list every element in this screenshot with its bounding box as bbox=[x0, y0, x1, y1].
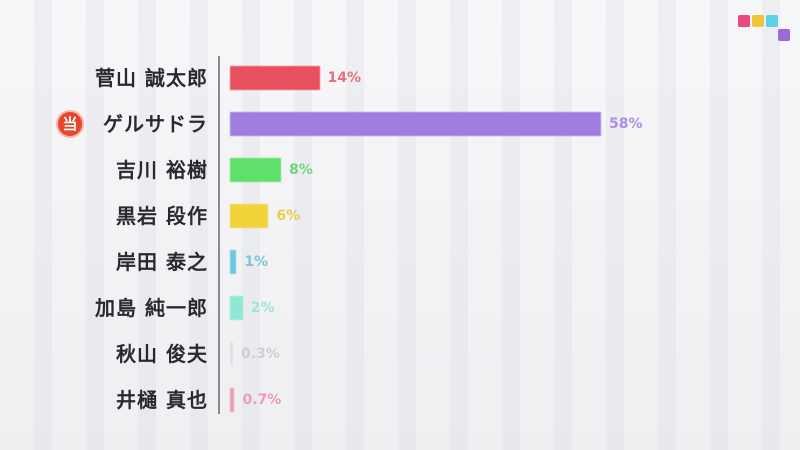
logo-square-cyan bbox=[766, 15, 778, 27]
bar-row: 菅山 誠太郎 14% bbox=[0, 58, 800, 98]
winner-badge: 当 bbox=[56, 110, 84, 138]
value-label: 2% bbox=[250, 300, 275, 316]
bar bbox=[230, 204, 269, 228]
channel-logo bbox=[738, 15, 790, 51]
bar-row: 黒岩 段作 6% bbox=[0, 196, 800, 236]
bar-row: 加島 純一郎 2% bbox=[0, 288, 800, 328]
candidate-name: 加島 純一郎 bbox=[95, 296, 208, 320]
value-label: 0.3% bbox=[241, 346, 280, 362]
bar bbox=[230, 66, 320, 90]
bar-row: ゲルサドラ当 58% bbox=[0, 104, 800, 144]
bar bbox=[230, 250, 237, 274]
candidate-name: 井樋 真也 bbox=[116, 388, 208, 412]
candidate-name: 菅山 誠太郎 bbox=[95, 66, 208, 90]
candidate-name: 黒岩 段作 bbox=[116, 204, 208, 228]
value-label: 6% bbox=[276, 208, 301, 224]
logo-square-yellow bbox=[752, 15, 764, 27]
bar-row: 吉川 裕樹 8% bbox=[0, 150, 800, 190]
candidate-name: 吉川 裕樹 bbox=[116, 158, 208, 182]
bar bbox=[230, 158, 282, 182]
bar-row: 井樋 真也 0.7% bbox=[0, 380, 800, 420]
candidate-name: 岸田 泰之 bbox=[116, 250, 208, 274]
value-label: 0.7% bbox=[242, 392, 282, 408]
value-label: 8% bbox=[289, 162, 313, 178]
bar bbox=[230, 342, 233, 366]
logo-square-purple bbox=[778, 29, 790, 41]
value-label: 14% bbox=[327, 70, 362, 86]
bar bbox=[230, 296, 243, 320]
candidate-name: ゲルサドラ bbox=[103, 112, 208, 136]
value-label: 58% bbox=[609, 116, 643, 132]
bar bbox=[230, 112, 601, 136]
value-label: 1% bbox=[244, 254, 269, 270]
bar-row: 岸田 泰之 1% bbox=[0, 242, 800, 282]
bar-row: 秋山 俊夫 0.3% bbox=[0, 334, 800, 374]
y-axis-line bbox=[218, 56, 220, 414]
bar bbox=[230, 388, 235, 412]
logo-square-pink bbox=[738, 15, 750, 27]
candidate-name: 秋山 俊夫 bbox=[116, 342, 208, 366]
